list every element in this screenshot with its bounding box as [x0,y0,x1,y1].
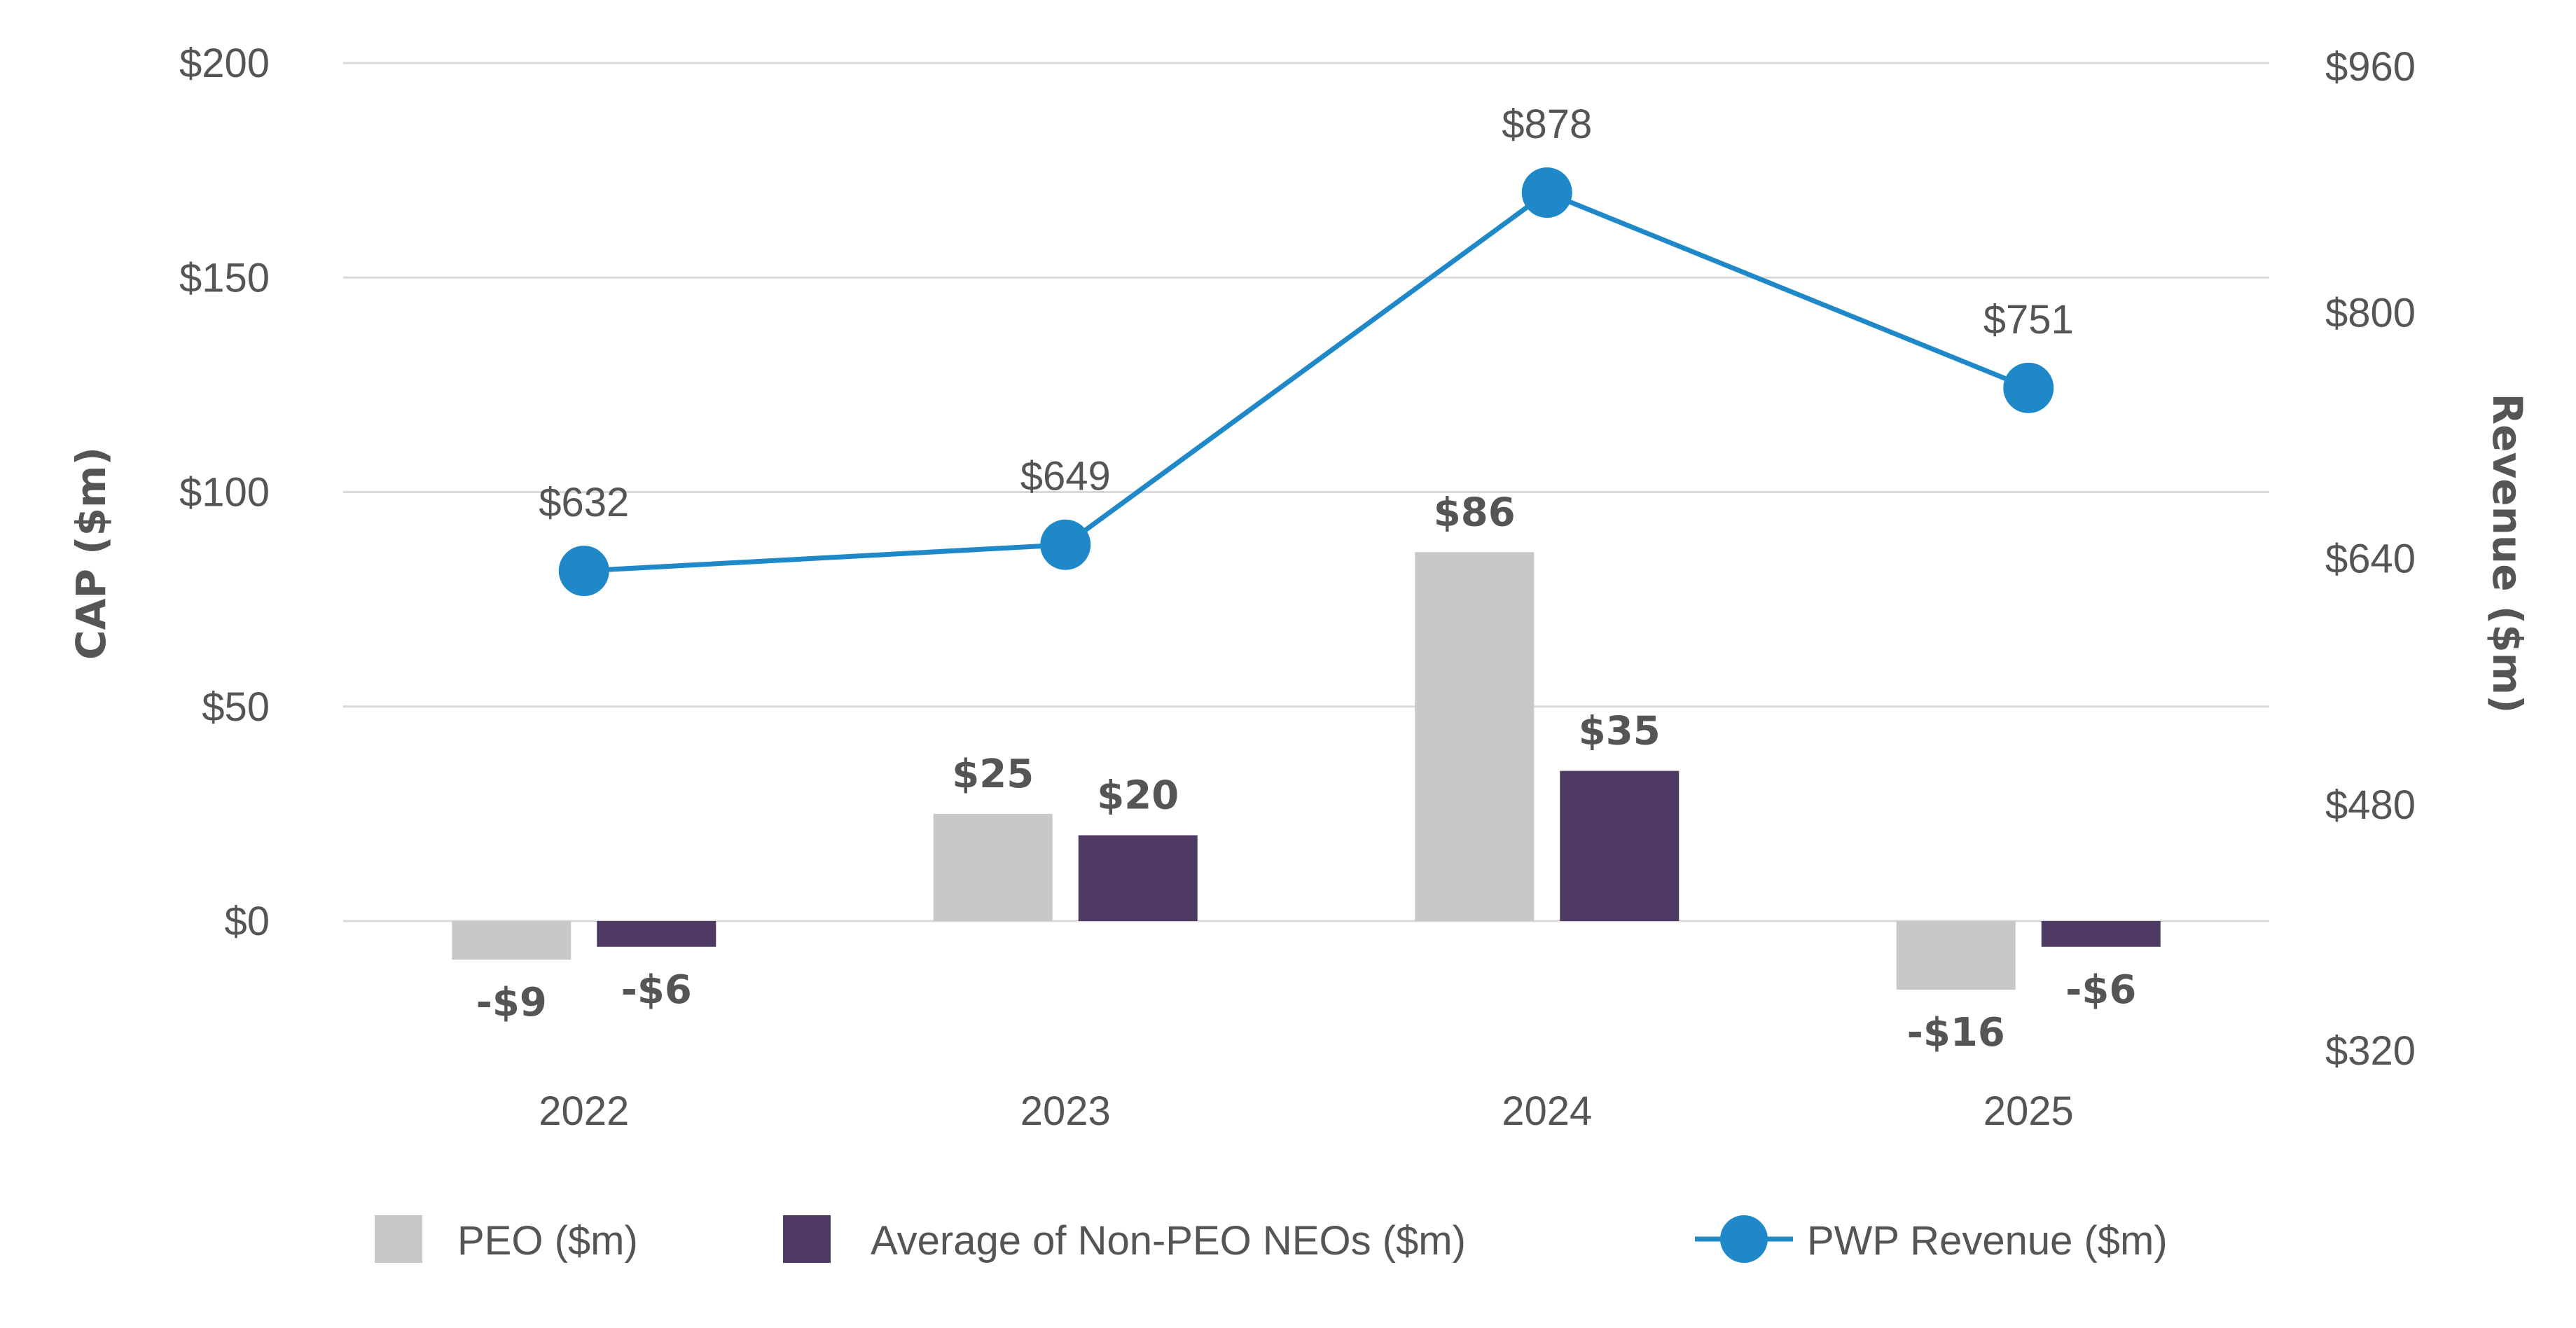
bar-value-label: $25 [952,752,1034,797]
revenue-line-path [583,190,2030,574]
revenue-value-label: $878 [1502,102,1592,147]
legend: PEO ($m) Average of Non-PEO NEOs ($m) PW… [375,1215,2168,1264]
bar-value-label: $35 [1579,709,1661,754]
y-tick-label: $200 [179,41,270,86]
revenue-value-label: $632 [539,480,629,525]
bar-value-label: $86 [1434,490,1516,535]
revenue-point [558,546,609,597]
x-tick-label: 2024 [1502,1088,1592,1134]
legend-swatch-revenue-marker [1720,1215,1768,1263]
bars [452,552,2161,990]
bar [2041,921,2161,947]
x-tick-label: 2022 [539,1088,629,1134]
data-labels: -$9 $25 $86 -$16 -$6 $20 $35 -$6 $632 $649 $878 $75… [476,102,2137,1056]
revenue-line [558,167,2054,597]
bar-value-label: -$9 [476,980,547,1025]
x-tick-label: 2023 [1020,1088,1111,1134]
y-tick-label: $150 [179,255,270,300]
bar [1896,921,2016,990]
y2-tick-label: $640 [2325,537,2416,582]
legend-label-revenue: PWP Revenue ($m) [1807,1218,2168,1264]
bar [1078,835,1198,921]
y2-tick-label: $800 [2325,290,2416,336]
revenue-value-label: $649 [1020,454,1111,499]
bar [1560,770,1680,921]
bar [452,921,572,960]
bar [597,921,716,947]
y-tick-label: $50 [202,684,270,730]
bar [1415,552,1535,921]
axes: $0 $50 $100 $150 $200 $320 $480 $640 $800 $960 202… [179,41,2416,1134]
bar-value-label: $20 [1097,773,1179,819]
y2-tick-label: $480 [2325,782,2416,828]
bar [933,813,1053,921]
revenue-point [1521,167,1572,219]
bar-value-label: -$6 [621,967,692,1013]
y2-axis-title: Revenue ($m) [2484,393,2531,713]
bar-value-label: -$16 [1907,1010,2005,1056]
bar-value-label: -$6 [2065,967,2136,1013]
legend-label-non-peo-neos: Average of Non-PEO NEOs ($m) [871,1218,1466,1264]
legend-swatch-peo [375,1215,422,1263]
revenue-point [1040,519,1091,570]
y2-tick-label: $320 [2325,1028,2416,1074]
y-axis-title: CAP ($m) [67,447,115,660]
revenue-point [2003,362,2054,413]
y2-tick-label: $960 [2325,44,2416,90]
y-tick-label: $100 [179,470,270,516]
legend-label-peo: PEO ($m) [457,1218,638,1264]
legend-swatch-non-peo-neos [783,1215,831,1263]
gridlines [343,62,2269,922]
x-tick-label: 2025 [1983,1088,2074,1134]
revenue-value-label: $751 [1983,297,2074,343]
y-tick-label: $0 [224,899,270,944]
